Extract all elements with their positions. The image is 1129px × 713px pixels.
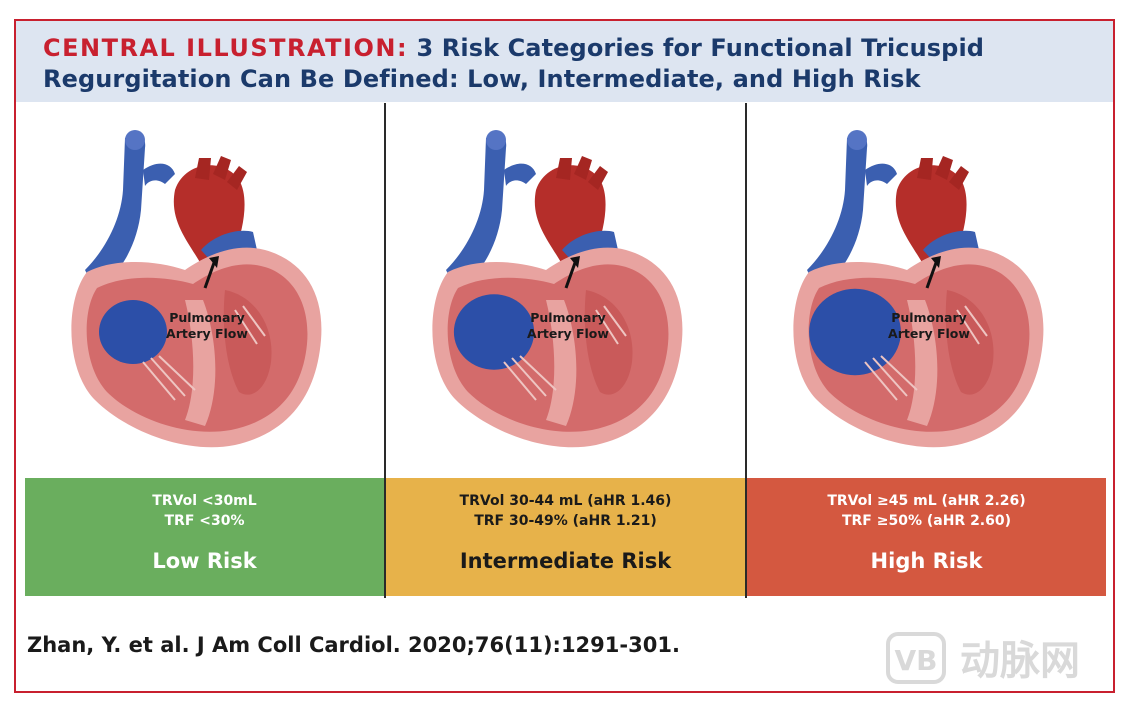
flow-label-line1: Pulmonary — [169, 310, 245, 325]
heart-diagram: Pulmonary Artery Flow — [71, 130, 322, 448]
title-line-2: Regurgitation Can Be Defined: Low, Inter… — [43, 65, 921, 93]
flow-label-line2: Artery Flow — [888, 326, 970, 341]
metric-trf: TRF 30-49% (aHR 1.21) — [474, 513, 657, 529]
title-label: CENTRAL ILLUSTRATION: — [43, 34, 409, 62]
risk-metrics: TRVol <30mL TRF <30% — [25, 478, 384, 531]
heart-diagram: Pulmonary Artery Flow — [793, 130, 1044, 448]
risk-box: TRVol 30-44 mL (aHR 1.46) TRF 30-49% (aHR… — [386, 478, 745, 596]
heart-diagram: Pulmonary Artery Flow — [432, 130, 683, 448]
heart-panel: Pulmonary Artery Flow — [25, 100, 384, 478]
metric-trf: TRF ≥50% (aHR 2.60) — [841, 513, 1012, 529]
divider-1 — [384, 103, 386, 598]
flow-label-line2: Artery Flow — [527, 326, 609, 341]
flow-label-line1: Pulmonary — [891, 310, 967, 325]
title-bar: CENTRAL ILLUSTRATION: 3 Risk Categories … — [16, 21, 1113, 102]
risk-box: TRVol <30mL TRF <30% Low Risk — [25, 478, 384, 596]
watermark-logo: VB 动脉网 — [886, 632, 1080, 684]
flow-label-line2: Artery Flow — [166, 326, 248, 341]
metric-trf: TRF <30% — [164, 513, 245, 529]
divider-2 — [745, 103, 747, 598]
risk-label: High Risk — [870, 549, 983, 573]
risk-label: Low Risk — [152, 549, 257, 573]
watermark-badge: VB — [894, 644, 937, 677]
metric-trvol: TRVol <30mL — [152, 493, 257, 509]
risk-metrics: TRVol 30-44 mL (aHR 1.46) TRF 30-49% (aHR… — [386, 478, 745, 531]
heart-panel: Pulmonary Artery Flow — [747, 100, 1106, 478]
metric-trvol: TRVol 30-44 mL (aHR 1.46) — [459, 493, 672, 509]
regurgitation-jet — [453, 294, 535, 370]
citation: Zhan, Y. et al. J Am Coll Cardiol. 2020;… — [27, 633, 680, 657]
title-line-1: CENTRAL ILLUSTRATION: 3 Risk Categories … — [43, 33, 1113, 64]
metric-trvol: TRVol ≥45 mL (aHR 2.26) — [827, 493, 1026, 509]
risk-box: TRVol ≥45 mL (aHR 2.26) TRF ≥50% (aHR 2.6… — [747, 478, 1106, 596]
regurgitation-jet — [809, 288, 901, 376]
risk-label: Intermediate Risk — [459, 549, 672, 573]
heart-panel: Pulmonary Artery Flow — [386, 100, 745, 478]
title-text-1: 3 Risk Categories for Functional Tricusp… — [416, 34, 985, 62]
regurgitation-jet — [99, 300, 167, 364]
flow-label-line1: Pulmonary — [530, 310, 606, 325]
watermark-text: 动脉网 — [960, 638, 1080, 684]
risk-metrics: TRVol ≥45 mL (aHR 2.26) TRF ≥50% (aHR 2.6… — [747, 478, 1106, 531]
